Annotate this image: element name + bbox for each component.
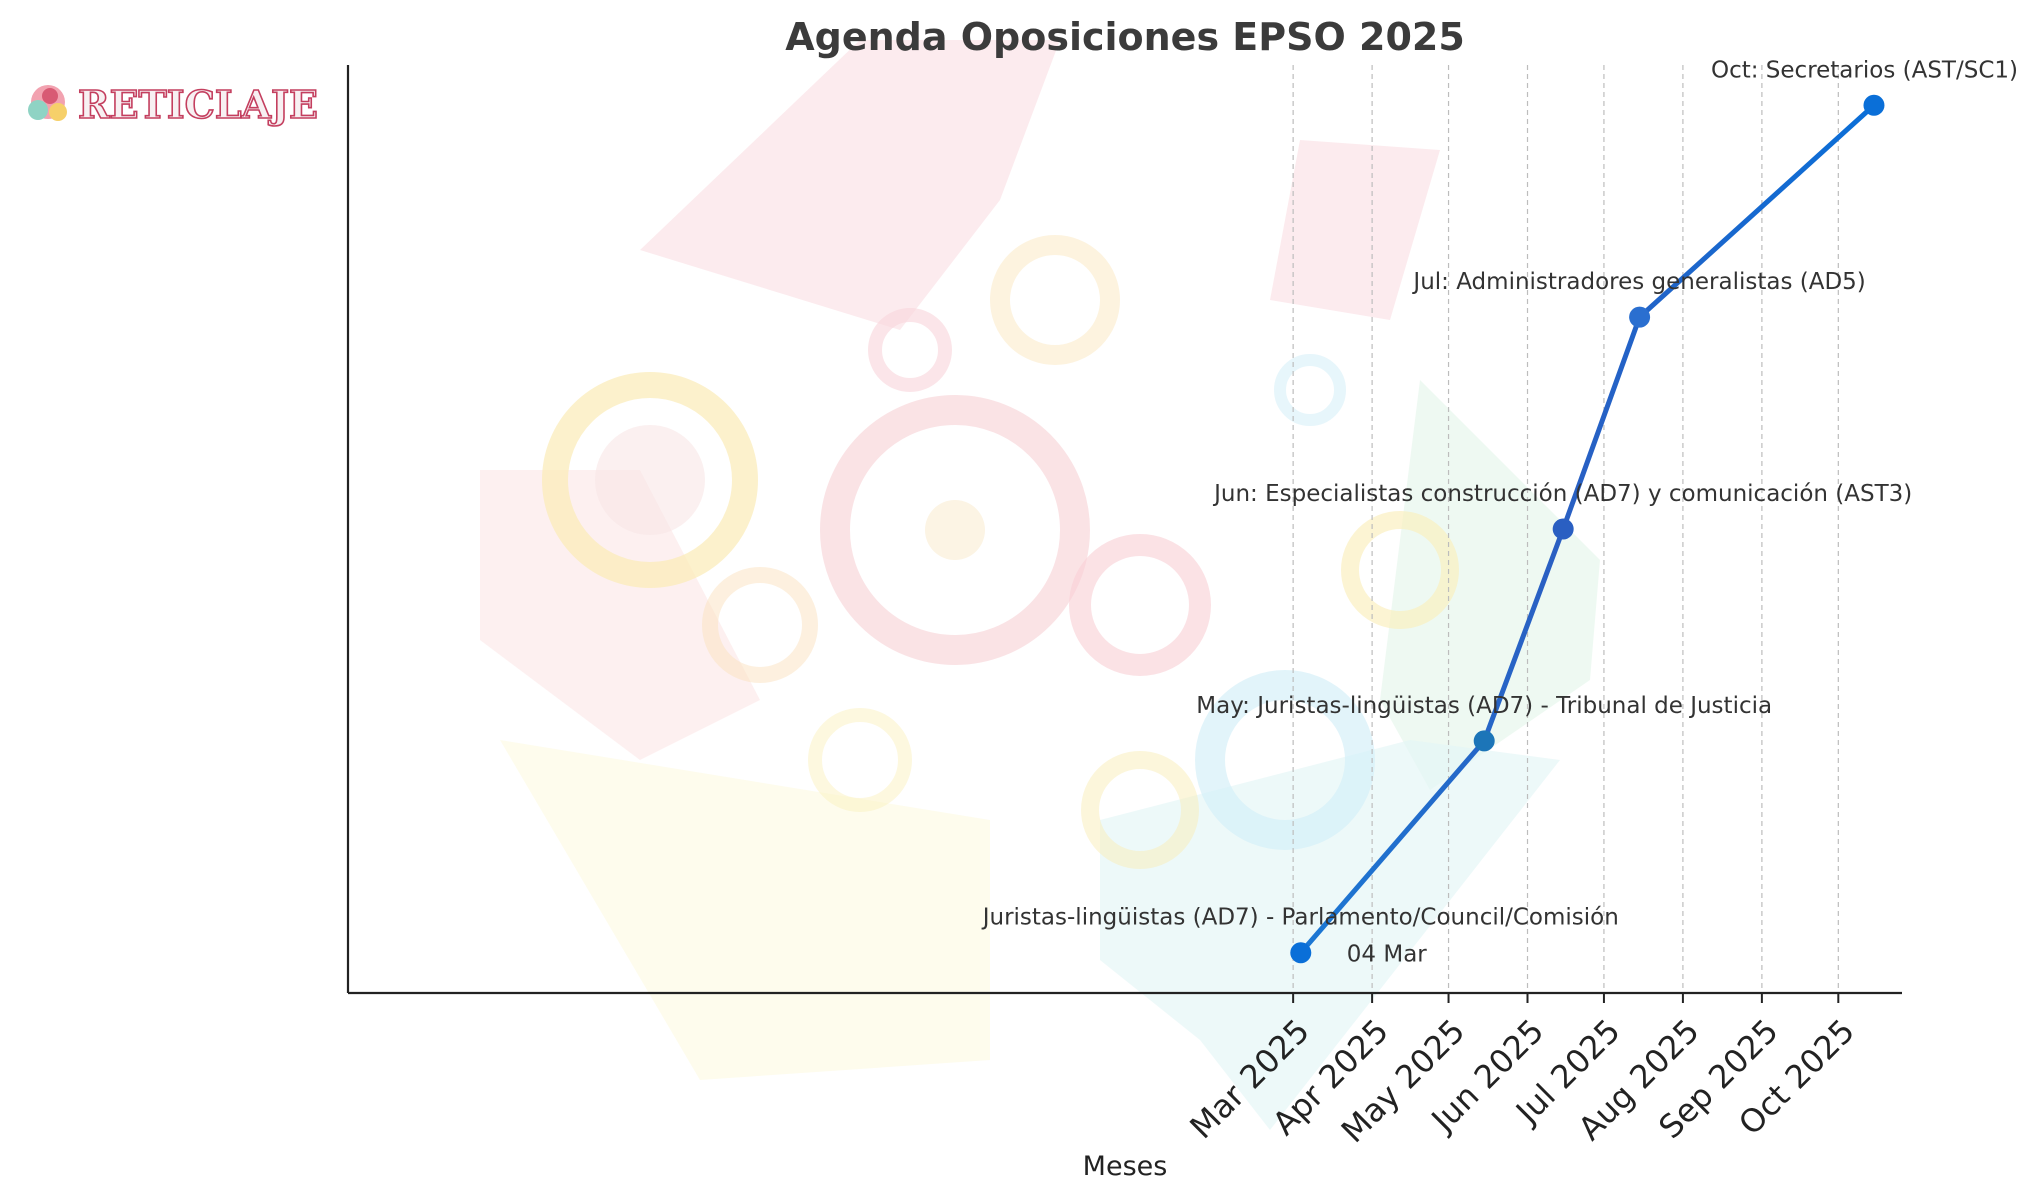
point-annotation: Juristas-lingüistas (AD7) - Parlamento/C… (981, 905, 1619, 931)
chart-title: Agenda Oposiciones EPSO 2025 (785, 15, 1465, 59)
data-point (1629, 306, 1651, 328)
x-grid (1292, 65, 1839, 993)
data-point (1290, 942, 1312, 964)
data-point (1473, 730, 1495, 752)
x-axis-label: Meses (1083, 1151, 1168, 1182)
point-annotation: Jun: Especialistas construcción (AD7) y … (1212, 481, 1912, 507)
point-annotation: Oct: Secretarios (AST/SC1) (1711, 57, 2018, 83)
annotations: Juristas-lingüistas (AD7) - Parlamento/C… (981, 57, 2018, 967)
point-annotation: Jul: Administradores generalistas (AD5) (1411, 269, 1865, 295)
point-date-label: 04 Mar (1347, 942, 1428, 968)
data-point (1552, 518, 1574, 540)
data-points (1290, 94, 1885, 964)
data-point (1863, 94, 1885, 116)
recycle-gears-watermark (480, 40, 1600, 1130)
point-annotation: May: Juristas-lingüistas (AD7) - Tribuna… (1196, 693, 1772, 719)
logo-text: RETICLAJE (78, 82, 318, 127)
axes (346, 65, 1902, 995)
reticlaje-logo: RETICLAJE (28, 81, 319, 128)
